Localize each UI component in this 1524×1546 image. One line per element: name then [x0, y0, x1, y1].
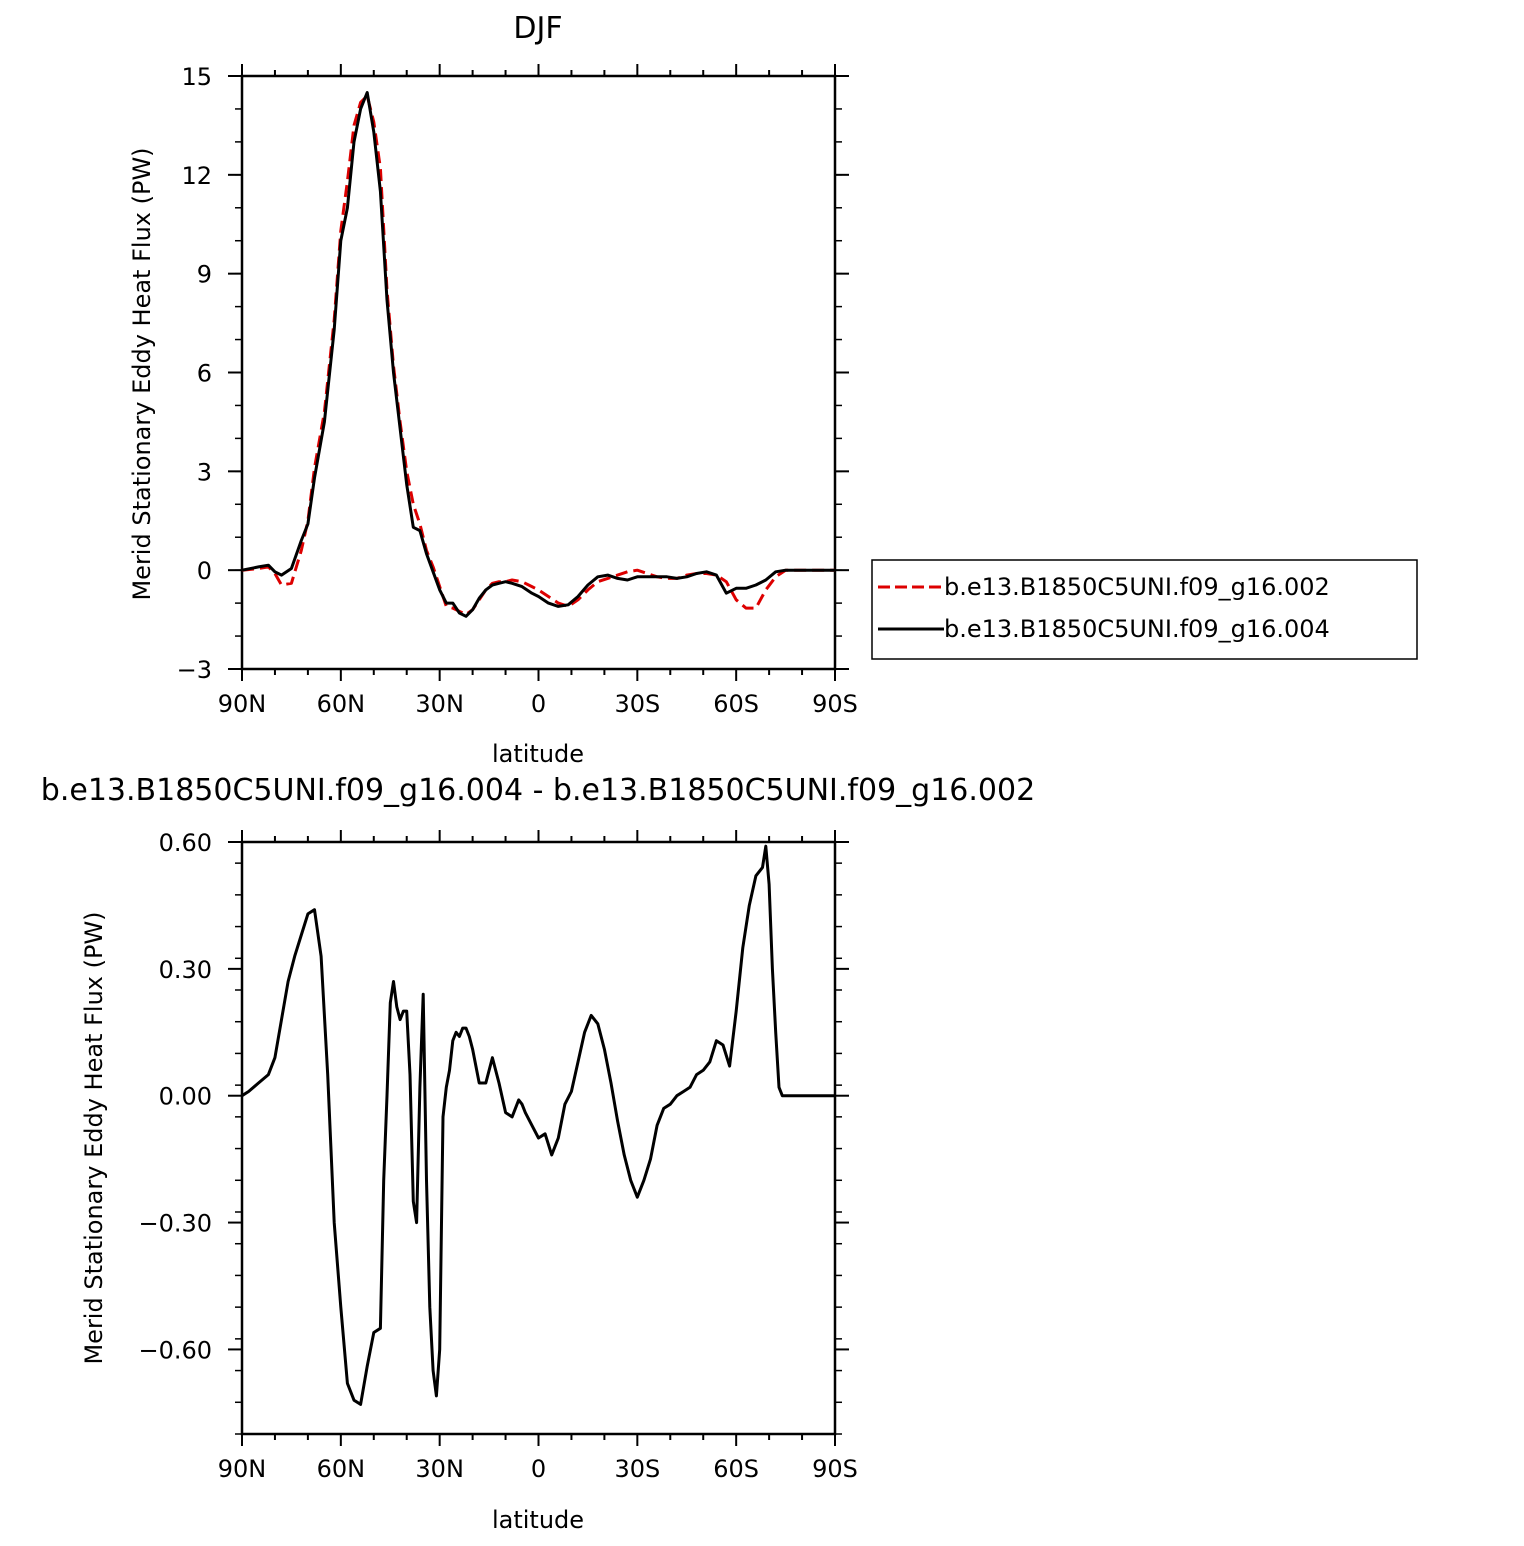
top-series-line-2 [241, 91, 835, 618]
top-ytick-label: 12 [181, 162, 212, 190]
bottom-chart-axes: 90N 60N 30N 0 30S 60S 90S −0.60 −0.30 0.00 0.30 0.6… [138, 829, 857, 1483]
top-xtick-label: 90S [812, 690, 858, 718]
top-xtick-label: 90N [218, 690, 267, 718]
top-xtick-label: 60S [713, 690, 759, 718]
bottom-ytick-label: 0.60 [159, 829, 212, 857]
legend-frame [871, 559, 1418, 660]
djf-panel: DJF latitude Merid Stationary Eddy Heat … [128, 11, 858, 768]
bottom-ytick-label: −0.60 [138, 1336, 212, 1364]
bottom-xtick-label: 90N [218, 1455, 267, 1483]
top-xtick-label: 30S [614, 690, 660, 718]
bottom-chart-series [241, 844, 835, 1406]
top-ytick-label: 0 [197, 557, 212, 585]
legend-label-002: b.e13.B1850C5UNI.f09_g16.002 [944, 573, 1330, 601]
top-xtick-label: 60N [317, 690, 366, 718]
legend: b.e13.B1850C5UNI.f09_g16.002 b.e13.B1850… [871, 559, 1418, 660]
difference-panel: b.e13.B1850C5UNI.f09_g16.004 - b.e13.B18… [41, 773, 1035, 1534]
bottom-xtick-label: 90S [812, 1455, 858, 1483]
top-ytick-label: 3 [197, 458, 212, 486]
top-ytick-label: 15 [181, 63, 212, 91]
bottom-xtick-label: 60N [317, 1455, 366, 1483]
top-chart-xlabel: latitude [492, 740, 584, 768]
bottom-xtick-label: 0 [531, 1455, 546, 1483]
bottom-ytick-label: 0.00 [159, 1083, 212, 1111]
top-ytick-label: 6 [197, 360, 212, 388]
bottom-chart-ylabel: Merid Stationary Eddy Heat Flux (PW) [80, 911, 108, 1364]
bottom-ytick-label: 0.30 [159, 956, 212, 984]
top-chart-ylabel: Merid Stationary Eddy Heat Flux (PW) [128, 147, 156, 600]
bottom-chart-title: b.e13.B1850C5UNI.f09_g16.004 - b.e13.B18… [41, 773, 1035, 808]
bottom-ytick-label: −0.30 [138, 1210, 212, 1238]
top-xtick-label: 0 [531, 690, 546, 718]
top-chart-title: DJF [513, 11, 562, 46]
top-ytick-label: −3 [177, 656, 212, 684]
bottom-series-line-1 [241, 844, 835, 1406]
bottom-xtick-label: 30S [614, 1455, 660, 1483]
bottom-xtick-label: 60S [713, 1455, 759, 1483]
top-ytick-label: 9 [197, 261, 212, 289]
top-series-line-1 [241, 94, 835, 617]
top-chart-axes: 90N 60N 30N 0 30S 60S 90S −3 0 3 6 9 12 15 [177, 63, 858, 718]
top-chart-series [241, 91, 835, 618]
bottom-chart-xlabel: latitude [492, 1506, 584, 1534]
top-xtick-label: 30N [415, 690, 464, 718]
bottom-xtick-label: 30N [415, 1455, 464, 1483]
legend-label-004: b.e13.B1850C5UNI.f09_g16.004 [944, 615, 1330, 643]
